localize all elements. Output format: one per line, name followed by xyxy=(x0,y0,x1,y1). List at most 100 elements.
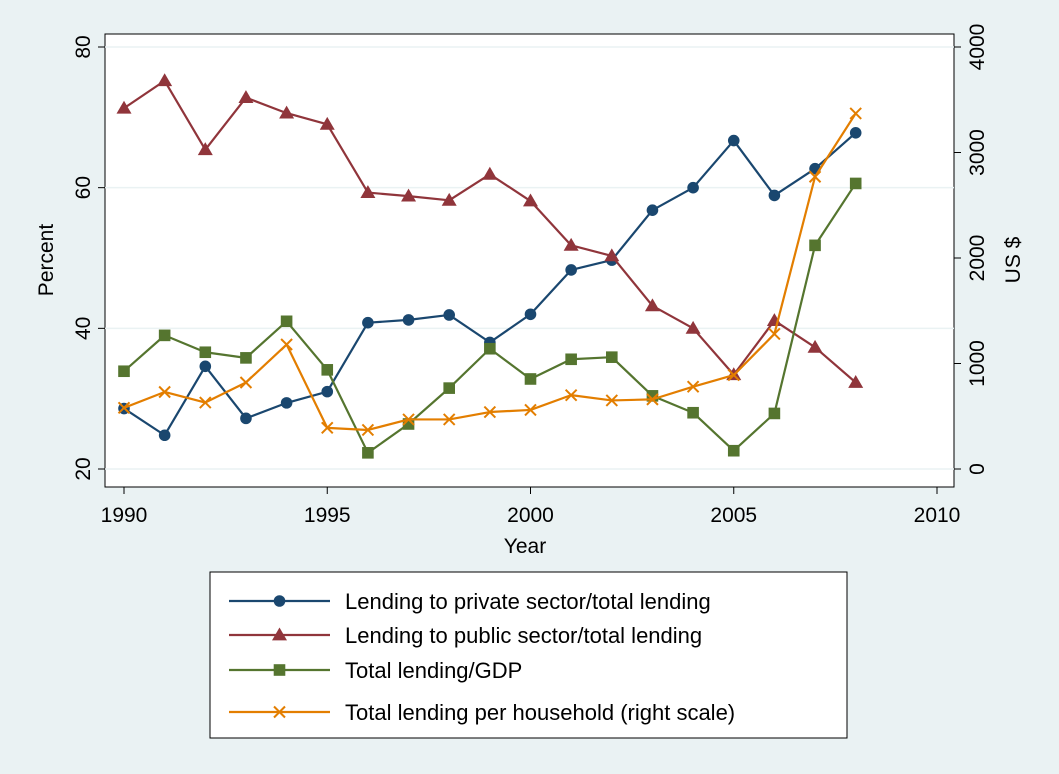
data-point xyxy=(280,338,293,351)
data-point xyxy=(687,181,699,194)
data-point xyxy=(524,403,537,417)
x-marker-stroke xyxy=(768,327,781,341)
data-point xyxy=(768,327,781,341)
x-marker-stroke xyxy=(158,385,171,399)
data-point xyxy=(849,177,862,190)
legend-label: Total lending per household (right scale… xyxy=(345,700,735,725)
data-point xyxy=(646,390,659,402)
data-point xyxy=(158,429,171,442)
data-point xyxy=(362,447,374,459)
data-point xyxy=(727,368,740,382)
x-marker-stroke xyxy=(564,388,578,402)
data-point xyxy=(362,316,374,329)
data-point xyxy=(360,185,376,198)
data-point xyxy=(687,406,699,419)
data-point xyxy=(809,239,821,252)
data-point xyxy=(685,320,701,334)
x-tick-label: 1995 xyxy=(304,504,351,527)
x-tick-label: 2010 xyxy=(914,504,961,527)
axes: 1990 1995 2000 2005 2010 20 40 60 80 0 1000 2000 300… xyxy=(72,24,989,527)
data-point xyxy=(523,193,538,207)
data-point xyxy=(848,374,864,388)
y-left-tick-label: 40 xyxy=(72,317,95,340)
x-marker-stroke xyxy=(524,403,537,417)
data-point xyxy=(443,382,455,394)
y-axis-label-left: Percent xyxy=(35,224,58,297)
data-point xyxy=(524,373,537,385)
series-layer xyxy=(116,73,864,459)
legend: Lending to private sector/total lending L… xyxy=(209,571,848,739)
data-point xyxy=(158,385,171,399)
data-point xyxy=(117,401,131,415)
x-marker-stroke xyxy=(483,405,497,419)
data-point xyxy=(199,346,212,359)
data-point xyxy=(686,380,700,393)
grid-lines xyxy=(105,46,954,470)
y-left-tick-label: 20 xyxy=(72,457,95,480)
data-point xyxy=(402,413,415,426)
data-point xyxy=(849,107,862,120)
x-marker-stroke xyxy=(239,376,253,389)
data-point xyxy=(361,423,375,437)
data-point xyxy=(401,188,417,202)
x-marker-stroke xyxy=(727,368,740,382)
data-point xyxy=(849,127,862,139)
data-point xyxy=(441,192,457,206)
x-marker-stroke xyxy=(280,338,293,351)
x-axis-label: Year xyxy=(504,535,546,558)
x-tick-label: 1990 xyxy=(101,504,148,527)
data-point xyxy=(199,396,212,409)
y-right-tick-label: 0 xyxy=(966,463,989,475)
data-point xyxy=(808,170,822,183)
data-point xyxy=(768,189,781,202)
x-marker-stroke xyxy=(361,423,375,437)
data-point xyxy=(402,418,415,430)
data-point xyxy=(565,264,577,276)
data-point xyxy=(199,360,212,373)
data-point xyxy=(319,116,335,130)
y-left-tick-label: 80 xyxy=(72,35,95,58)
y-axis-label-right: US $ xyxy=(1002,236,1025,283)
x-marker-stroke xyxy=(605,394,619,407)
x-marker-stroke xyxy=(199,396,212,409)
data-point xyxy=(563,237,579,251)
data-point xyxy=(321,364,334,376)
data-point xyxy=(565,353,577,366)
data-point xyxy=(240,352,252,364)
data-point xyxy=(524,308,537,321)
data-point xyxy=(280,315,293,328)
data-point xyxy=(239,376,253,389)
plot-area xyxy=(104,33,955,488)
data-point xyxy=(442,413,456,426)
data-point xyxy=(157,73,173,87)
data-point xyxy=(402,314,415,326)
y-right-tick-label: 1000 xyxy=(966,340,989,387)
data-point xyxy=(280,397,293,409)
legend-swatch-marker xyxy=(272,627,287,641)
data-point xyxy=(238,90,254,104)
x-marker-stroke xyxy=(402,413,415,426)
legend-label: Total lending/GDP xyxy=(345,658,522,683)
data-point xyxy=(158,329,171,342)
data-point xyxy=(606,351,618,363)
data-point xyxy=(605,394,619,407)
data-point xyxy=(321,385,334,398)
x-marker-stroke xyxy=(321,421,334,435)
y-right-tick-label: 4000 xyxy=(966,24,989,71)
data-point xyxy=(321,421,334,435)
x-marker-stroke xyxy=(273,705,286,719)
y-right-tick-label: 2000 xyxy=(966,235,989,282)
legend-swatch-marker xyxy=(273,595,286,607)
x-marker-stroke xyxy=(117,401,131,415)
data-point xyxy=(279,105,295,119)
x-marker-stroke xyxy=(686,380,700,393)
data-point xyxy=(482,166,498,180)
x-tick-label: 2000 xyxy=(507,504,554,527)
data-point xyxy=(768,407,781,420)
x-marker-stroke xyxy=(849,107,862,120)
data-point xyxy=(727,444,740,457)
data-point xyxy=(197,142,213,156)
data-point xyxy=(240,412,252,425)
